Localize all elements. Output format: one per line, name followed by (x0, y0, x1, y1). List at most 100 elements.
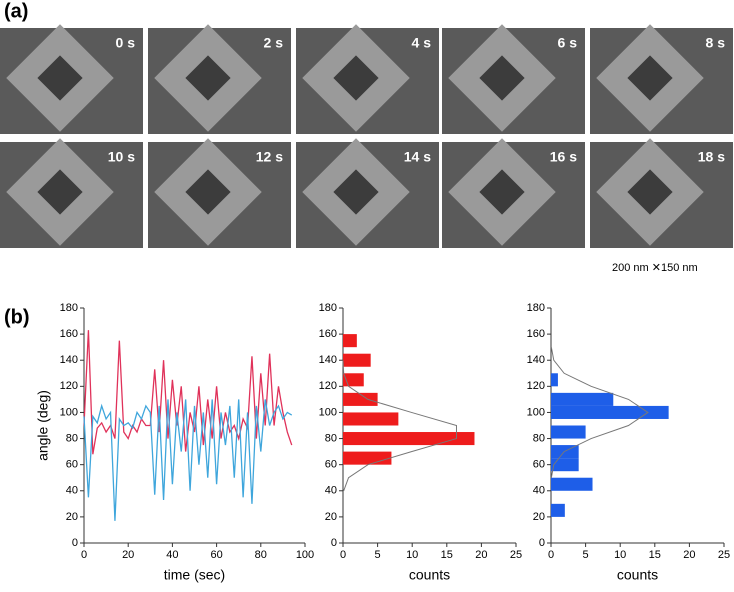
y-axis-label: angle (deg) (35, 390, 51, 461)
y-tick-label: 100 (527, 406, 545, 418)
bar (551, 425, 586, 439)
x-tick-label: 60 (210, 549, 222, 561)
fit-curve (342, 360, 457, 491)
frame: 0 s (0, 24, 143, 134)
frame-time: 8 s (706, 35, 726, 51)
frame-time: 16 s (550, 149, 577, 165)
y-tick-label: 0 (539, 537, 545, 549)
bar (551, 373, 558, 387)
x-axis-label: time (sec) (164, 567, 225, 583)
frame: 8 s (590, 24, 733, 134)
x-tick-label: 15 (649, 549, 661, 561)
frame-time: 14 s (404, 149, 431, 165)
x-tick-label: 40 (166, 549, 178, 561)
frame: 4 s (296, 24, 439, 134)
y-tick-label: 160 (319, 328, 337, 340)
x-tick-label: 0 (81, 549, 87, 561)
origami-hole (185, 169, 231, 215)
y-tick-label: 160 (60, 328, 78, 340)
y-tick-label: 20 (66, 511, 78, 523)
bar (343, 373, 364, 387)
fit-curve (550, 347, 649, 478)
y-tick-label: 180 (527, 302, 545, 314)
frame-time: 6 s (558, 35, 578, 51)
panel-label: (a) (4, 0, 28, 22)
frame: 16 s (442, 138, 585, 248)
y-tick-label: 0 (331, 537, 337, 549)
y-tick-label: 60 (66, 459, 78, 471)
x-tick-label: 0 (340, 549, 346, 561)
frame: 10 s (0, 138, 143, 248)
y-tick-label: 140 (319, 354, 337, 366)
y-tick-label: 140 (60, 354, 78, 366)
bar (343, 412, 399, 426)
y-tick-label: 40 (325, 485, 337, 497)
y-tick-label: 120 (319, 380, 337, 392)
y-tick-label: 120 (60, 380, 78, 392)
y-tick-label: 60 (325, 459, 337, 471)
x-tick-label: 100 (296, 549, 314, 561)
bar (343, 432, 475, 446)
origami-hole (185, 55, 231, 101)
y-tick-label: 20 (325, 511, 337, 523)
frame-time: 4 s (412, 35, 432, 51)
y-tick-label: 100 (319, 406, 337, 418)
origami-hole (333, 169, 379, 215)
x-tick-label: 5 (583, 549, 589, 561)
x-tick-label: 5 (375, 549, 381, 561)
y-tick-label: 180 (60, 302, 78, 314)
y-tick-label: 100 (60, 406, 78, 418)
bar (551, 392, 614, 406)
y-tick-label: 160 (527, 328, 545, 340)
frame-time: 10 s (108, 149, 135, 165)
x-tick-label: 80 (255, 549, 267, 561)
y-tick-label: 120 (527, 380, 545, 392)
x-tick-label: 25 (718, 549, 730, 561)
y-tick-label: 40 (533, 485, 545, 497)
bar (551, 405, 669, 419)
frame: 2 s (148, 24, 291, 134)
bar (343, 451, 392, 465)
y-tick-label: 180 (319, 302, 337, 314)
origami-hole (627, 169, 673, 215)
y-tick-label: 40 (66, 485, 78, 497)
frame: 6 s (442, 24, 585, 134)
origami-hole (37, 55, 83, 101)
scale-label: 200 nm ✕150 nm (612, 262, 698, 274)
y-tick-label: 0 (72, 537, 78, 549)
frame-time: 12 s (256, 149, 283, 165)
frame-time: 2 s (264, 35, 284, 51)
series-line (83, 399, 293, 521)
origami-hole (37, 169, 83, 215)
x-tick-label: 10 (406, 549, 418, 561)
y-tick-label: 20 (533, 511, 545, 523)
x-tick-label: 0 (548, 549, 554, 561)
frame-time: 0 s (116, 35, 136, 51)
bar (551, 503, 565, 517)
x-tick-label: 20 (122, 549, 134, 561)
y-tick-label: 80 (325, 432, 337, 444)
bar (343, 334, 357, 348)
x-tick-label: 10 (614, 549, 626, 561)
y-tick-label: 60 (533, 459, 545, 471)
frame-time: 18 s (698, 149, 725, 165)
frame: 12 s (148, 138, 291, 248)
x-tick-label: 20 (683, 549, 695, 561)
y-tick-label: 80 (533, 432, 545, 444)
x-axis-label: counts (617, 567, 658, 583)
frame: 18 s (590, 138, 733, 248)
x-tick-label: 25 (510, 549, 522, 561)
y-tick-label: 140 (527, 354, 545, 366)
y-tick-label: 80 (66, 432, 78, 444)
bar (343, 353, 371, 367)
bar (551, 477, 593, 491)
origami-hole (479, 169, 525, 215)
x-tick-label: 20 (475, 549, 487, 561)
x-tick-label: 15 (441, 549, 453, 561)
frame: 14 s (296, 138, 439, 248)
panel-label: (b) (4, 306, 30, 328)
x-axis-label: counts (409, 567, 450, 583)
bar (551, 458, 579, 472)
bar (343, 392, 378, 406)
